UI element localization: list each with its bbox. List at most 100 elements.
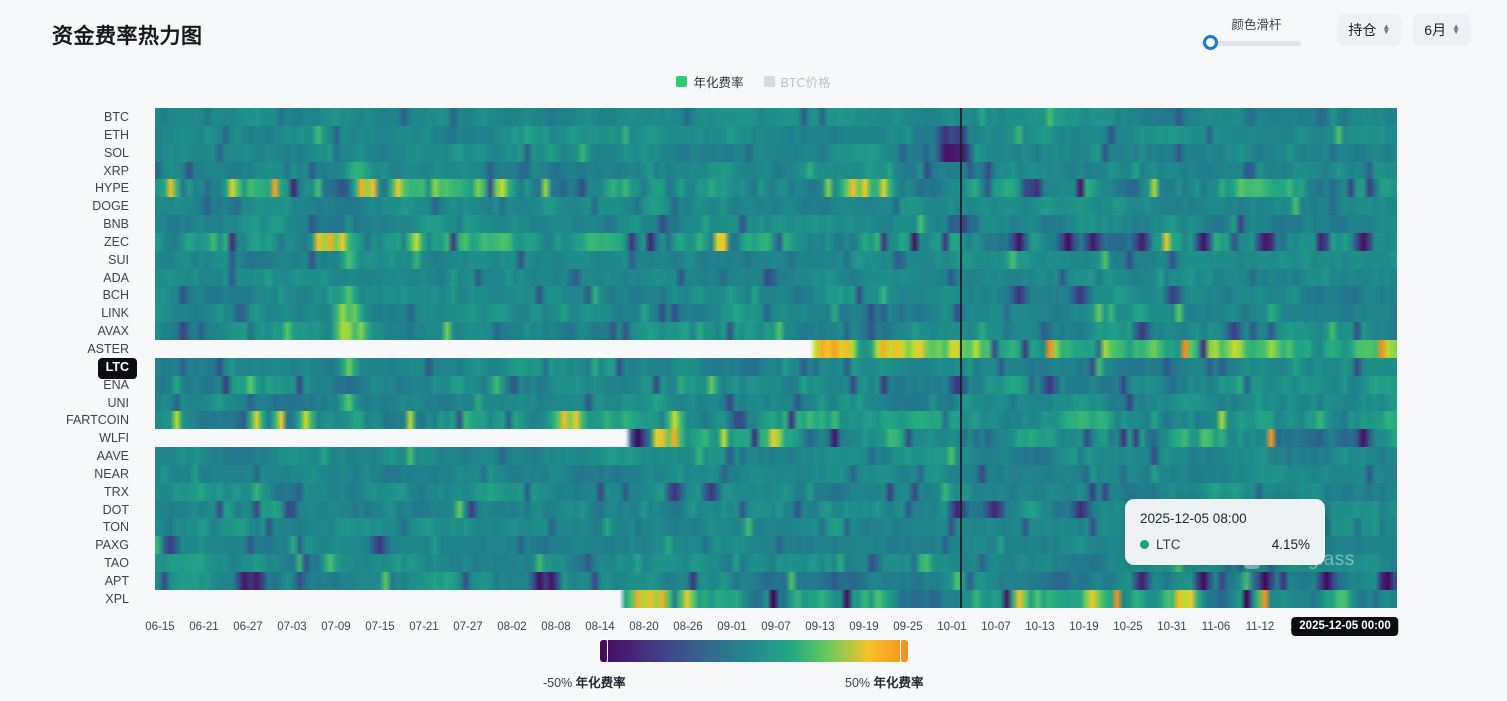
heatmap-row[interactable] bbox=[155, 393, 1397, 412]
heatmap-row[interactable] bbox=[155, 482, 1397, 501]
metric-select[interactable]: 持仓 ▲ ▼ bbox=[1337, 14, 1402, 46]
heatmap-row-cells bbox=[155, 464, 1397, 483]
y-axis-tick-ena[interactable]: ENA bbox=[0, 376, 146, 394]
y-axis-tick-label: UNI bbox=[107, 395, 129, 410]
heatmap-row-cells bbox=[155, 429, 1397, 448]
color-slider-track[interactable] bbox=[1201, 41, 1302, 46]
heatmap-grid[interactable]: coinglass bbox=[155, 108, 1397, 608]
y-axis-tick-label: TRX bbox=[104, 484, 129, 499]
y-axis-tick-zec[interactable]: ZEC bbox=[0, 233, 146, 251]
x-axis-tick: 07-27 bbox=[453, 621, 483, 633]
y-axis-tick-ton[interactable]: TON bbox=[0, 518, 146, 536]
heatmap-row-cells bbox=[155, 232, 1397, 251]
y-axis-tick-uni[interactable]: UNI bbox=[0, 394, 146, 412]
color-slider-label: 颜色滑杆 bbox=[1231, 18, 1282, 32]
x-axis-tick: 10-31 bbox=[1157, 621, 1187, 633]
y-axis-tick-ltc[interactable]: LTC bbox=[0, 357, 146, 379]
y-axis-labels: BTC ETH SOL XRP HYPE DOGE BNB ZEC SUI ADA BCH LINK A… bbox=[0, 108, 146, 608]
color-scale-labels: -50% 年化费率 50% 年化费率 bbox=[0, 672, 1507, 691]
heatmap-row[interactable] bbox=[155, 500, 1397, 519]
y-axis-tick-label: APT bbox=[104, 573, 129, 588]
chevron-updown-icon: ▲ ▼ bbox=[1382, 22, 1391, 36]
color-slider-control[interactable]: 颜色滑杆 bbox=[1201, 14, 1311, 50]
header-controls: 颜色滑杆 持仓 ▲ ▼ 6月 ▲ ▼ bbox=[1201, 14, 1471, 50]
heatmap-row[interactable] bbox=[155, 357, 1397, 376]
color-scale-max-label: 50% 年化费率 bbox=[845, 672, 924, 691]
metric-select-label: 持仓 bbox=[1348, 22, 1377, 38]
y-axis-tick-label: ZEC bbox=[104, 234, 129, 249]
y-axis-tick-paxg[interactable]: PAXG bbox=[0, 536, 146, 554]
y-axis-tick-apt[interactable]: APT bbox=[0, 572, 146, 590]
timerange-select[interactable]: 6月 ▲ ▼ bbox=[1413, 14, 1471, 46]
x-axis-tick: 09-01 bbox=[717, 621, 747, 633]
heatmap-row[interactable] bbox=[155, 286, 1397, 305]
heatmap-row[interactable] bbox=[155, 197, 1397, 216]
legend-item-btc-price[interactable]: BTC价格 bbox=[763, 72, 831, 91]
y-axis-tick-fartcoin[interactable]: FARTCOIN bbox=[0, 411, 146, 429]
y-axis-tick-eth[interactable]: ETH bbox=[0, 126, 146, 144]
y-axis-tick-trx[interactable]: TRX bbox=[0, 483, 146, 501]
heatmap-row[interactable] bbox=[155, 518, 1397, 537]
y-axis-tick-label: SOL bbox=[103, 145, 129, 160]
heatmap-row[interactable] bbox=[155, 571, 1397, 590]
color-scale-max-handle[interactable] bbox=[899, 638, 909, 664]
y-axis-tick-wlfi[interactable]: WLFI bbox=[0, 429, 146, 447]
y-axis-tick-xrp[interactable]: XRP bbox=[0, 162, 146, 180]
y-axis-tick-link[interactable]: LINK bbox=[0, 304, 146, 322]
heatmap-row[interactable] bbox=[155, 447, 1397, 465]
heatmap-row[interactable] bbox=[155, 375, 1397, 394]
heatmap-row-cells bbox=[155, 161, 1397, 180]
x-axis-tick: 08-02 bbox=[497, 621, 527, 633]
y-axis-tick-label: HYPE bbox=[94, 181, 129, 196]
y-axis-tick-bnb[interactable]: BNB bbox=[0, 215, 146, 233]
heatmap-row[interactable] bbox=[155, 464, 1397, 483]
y-axis-tick-label: XPL bbox=[105, 591, 129, 606]
legend-item-funding-rate[interactable]: 年化费率 bbox=[676, 72, 744, 91]
heatmap-row[interactable] bbox=[155, 125, 1397, 144]
color-slider-handle[interactable] bbox=[1203, 35, 1219, 50]
heatmap-row[interactable] bbox=[155, 589, 1397, 608]
heatmap-row[interactable] bbox=[155, 268, 1397, 287]
y-axis-tick-xpl[interactable]: XPL bbox=[0, 590, 146, 608]
tooltip-row: LTC 4.15% bbox=[1140, 537, 1310, 552]
y-axis-tick-aster[interactable]: ASTER bbox=[0, 340, 146, 358]
legend-swatch-btc-price bbox=[763, 76, 775, 87]
y-axis-tick-btc[interactable]: BTC bbox=[0, 108, 146, 126]
heatmap-row[interactable] bbox=[155, 250, 1397, 269]
y-axis-tick-label: TON bbox=[102, 520, 129, 535]
heatmap-row[interactable] bbox=[155, 143, 1397, 162]
heatmap-row[interactable] bbox=[155, 215, 1397, 233]
y-axis-tick-doge[interactable]: DOGE bbox=[0, 197, 146, 215]
heatmap-row[interactable] bbox=[155, 536, 1397, 555]
heatmap-row[interactable] bbox=[155, 339, 1397, 358]
heatmap-row[interactable] bbox=[155, 161, 1397, 180]
heatmap-row[interactable] bbox=[155, 304, 1397, 323]
heatmap-row[interactable] bbox=[155, 108, 1397, 126]
y-axis-tick-sol[interactable]: SOL bbox=[0, 144, 146, 162]
x-axis-tick: 08-26 bbox=[673, 621, 703, 633]
color-scale-min-handle[interactable] bbox=[598, 638, 608, 664]
color-scale-bar-row bbox=[0, 638, 1507, 664]
heatmap-row[interactable] bbox=[155, 232, 1397, 251]
heatmap-row[interactable] bbox=[155, 322, 1397, 340]
y-axis-tick-hype[interactable]: HYPE bbox=[0, 179, 146, 197]
heatmap-row[interactable] bbox=[155, 554, 1397, 572]
color-scale-min-value: -50% bbox=[543, 676, 573, 690]
y-axis-tick-label: DOT bbox=[102, 502, 129, 517]
x-axis-tick: 07-03 bbox=[277, 621, 307, 633]
heatmap-row-cells bbox=[155, 179, 1397, 198]
y-axis-tick-ada[interactable]: ADA bbox=[0, 269, 146, 287]
heatmap-row[interactable] bbox=[155, 179, 1397, 198]
y-axis-tick-aave[interactable]: AAVE bbox=[0, 447, 146, 465]
y-axis-tick-dot[interactable]: DOT bbox=[0, 501, 146, 519]
heatmap-row-cells bbox=[155, 411, 1397, 430]
y-axis-tick-avax[interactable]: AVAX bbox=[0, 322, 146, 340]
color-scale-gradient[interactable] bbox=[598, 638, 909, 664]
y-axis-tick-bch[interactable]: BCH bbox=[0, 286, 146, 304]
y-axis-tick-label: PAXG bbox=[95, 538, 129, 553]
y-axis-tick-sui[interactable]: SUI bbox=[0, 251, 146, 269]
heatmap-row[interactable] bbox=[155, 429, 1397, 448]
heatmap-row[interactable] bbox=[155, 411, 1397, 430]
y-axis-tick-near[interactable]: NEAR bbox=[0, 465, 146, 483]
y-axis-tick-tao[interactable]: TAO bbox=[0, 554, 146, 572]
